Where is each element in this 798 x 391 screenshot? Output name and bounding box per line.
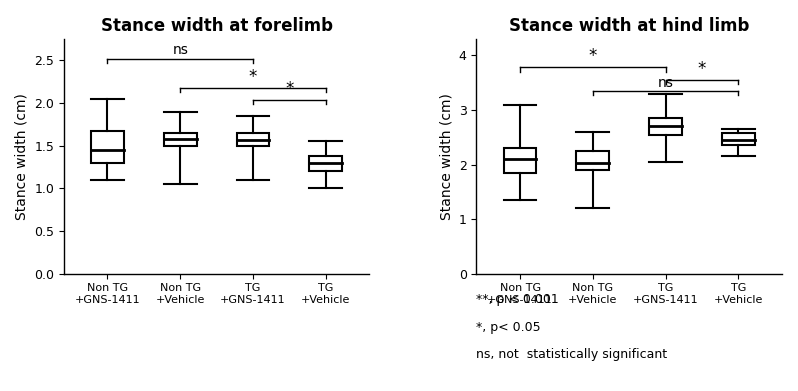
Text: **, p < 0.001: **, p < 0.001 (476, 293, 559, 306)
Bar (164, 133, 196, 146)
Bar (91, 131, 124, 163)
Text: *: * (249, 68, 257, 86)
Text: *: * (285, 80, 294, 98)
Y-axis label: Stance width (cm): Stance width (cm) (14, 93, 29, 220)
Bar (576, 151, 609, 170)
Bar (504, 148, 536, 173)
Text: *: * (589, 47, 597, 65)
Bar (722, 133, 755, 145)
Text: *, p< 0.05: *, p< 0.05 (476, 321, 541, 334)
Bar (650, 118, 682, 135)
Text: ns, not  statistically significant: ns, not statistically significant (476, 348, 668, 361)
Bar (310, 156, 342, 171)
Text: *: * (697, 60, 706, 78)
Text: ns: ns (172, 43, 188, 57)
Title: Stance width at forelimb: Stance width at forelimb (101, 17, 333, 35)
Title: Stance width at hind limb: Stance width at hind limb (509, 17, 749, 35)
Text: ns: ns (658, 76, 674, 90)
Bar (237, 133, 270, 146)
Y-axis label: Stance width (cm): Stance width (cm) (439, 93, 453, 220)
